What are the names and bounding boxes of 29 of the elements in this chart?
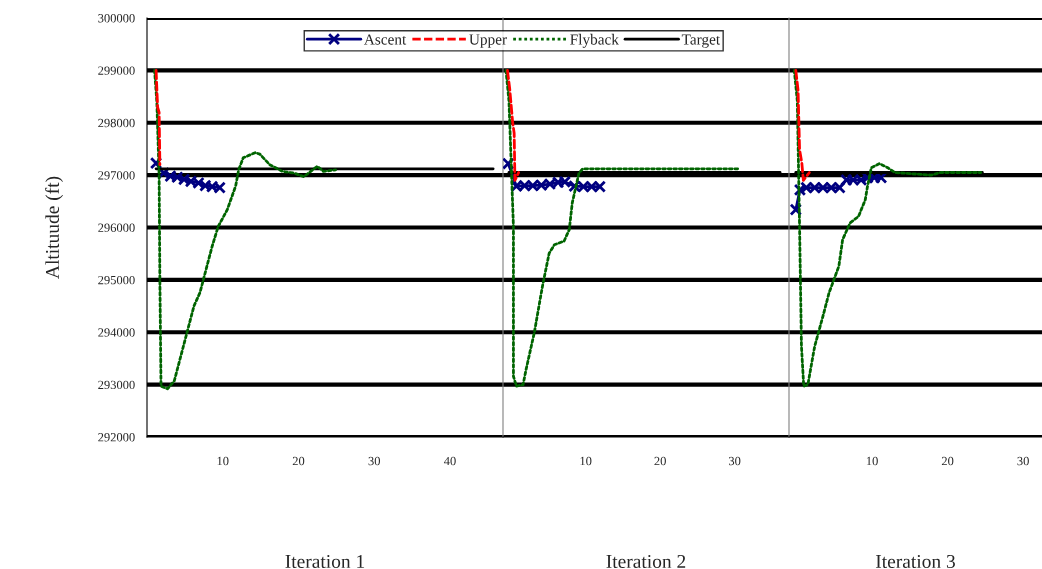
y-tick-label: 297000 (98, 171, 135, 180)
line-series (153, 68, 337, 391)
y-tick-label: 296000 (98, 223, 135, 232)
legend-label: Upper (469, 34, 507, 48)
x-tick-label: 10 (217, 456, 229, 466)
x-tick-label: 30 (368, 456, 381, 466)
y-tick-label: 300000 (98, 14, 135, 23)
legend-label: Ascent (363, 34, 407, 45)
legend-label: Target (681, 34, 721, 48)
x-tick-label: 20 (292, 456, 305, 466)
x-tick-label: 20 (941, 456, 954, 466)
x-tick-label: 10 (580, 456, 592, 466)
y-tick-label: 293000 (98, 380, 135, 390)
x-tick-label: 30 (1017, 456, 1029, 466)
y-tick-label: 294000 (98, 328, 135, 337)
x-axis-title: Iteration 2 (606, 554, 686, 568)
y-axis-title: Altituude (ft) (45, 176, 63, 279)
x-axis-title: Iteration 1 (285, 554, 365, 568)
x-tick-label: 40 (443, 456, 456, 466)
line-series (154, 68, 162, 167)
x-axis-title: Iteration 3 (875, 554, 955, 568)
y-tick-label: 295000 (98, 275, 135, 285)
y-tick-label: 292000 (98, 433, 135, 442)
x-tick-label: 10 (866, 456, 878, 466)
y-tick-label: 299000 (98, 66, 135, 75)
y-tick-label: 298000 (98, 118, 135, 128)
legend-label: Flyback (570, 33, 619, 48)
x-tick-label: 30 (728, 456, 741, 466)
x-tick-label: 20 (654, 456, 666, 466)
